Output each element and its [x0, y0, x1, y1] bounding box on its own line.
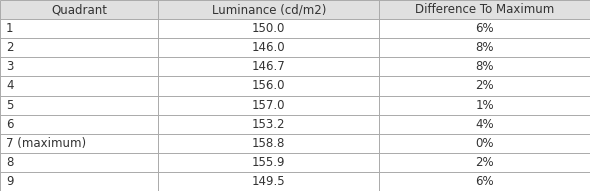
Bar	[158, 153, 379, 172]
Bar	[0, 134, 158, 153]
Text: 8: 8	[6, 156, 13, 169]
Bar	[379, 0, 590, 19]
Bar	[158, 172, 379, 191]
Text: 1%: 1%	[476, 99, 494, 112]
Bar	[0, 172, 158, 191]
Bar	[379, 153, 590, 172]
Bar	[0, 96, 158, 115]
Text: 1: 1	[6, 22, 14, 35]
Bar	[0, 76, 158, 96]
Bar	[0, 153, 158, 172]
Text: 155.9: 155.9	[252, 156, 286, 169]
Text: 158.8: 158.8	[252, 137, 286, 150]
Text: 8%: 8%	[476, 60, 494, 73]
Text: 2%: 2%	[476, 79, 494, 92]
Text: 8%: 8%	[476, 41, 494, 54]
Text: 0%: 0%	[476, 137, 494, 150]
Text: 2%: 2%	[476, 156, 494, 169]
Bar	[379, 134, 590, 153]
Bar	[158, 38, 379, 57]
Bar	[158, 134, 379, 153]
Bar	[0, 19, 158, 38]
Bar	[379, 76, 590, 96]
Bar	[158, 19, 379, 38]
Text: 6%: 6%	[476, 22, 494, 35]
Bar	[379, 57, 590, 76]
Bar	[158, 115, 379, 134]
Text: 9: 9	[6, 175, 14, 188]
Text: 3: 3	[6, 60, 13, 73]
Text: 153.2: 153.2	[252, 118, 286, 131]
Text: 4%: 4%	[476, 118, 494, 131]
Text: 6: 6	[6, 118, 14, 131]
Text: 5: 5	[6, 99, 13, 112]
Text: 156.0: 156.0	[252, 79, 286, 92]
Bar	[379, 172, 590, 191]
Text: 150.0: 150.0	[252, 22, 286, 35]
Bar	[379, 38, 590, 57]
Text: 146.7: 146.7	[252, 60, 286, 73]
Text: Difference To Maximum: Difference To Maximum	[415, 3, 555, 16]
Bar	[158, 57, 379, 76]
Bar	[379, 19, 590, 38]
Bar	[158, 76, 379, 96]
Bar	[0, 115, 158, 134]
Text: 7 (maximum): 7 (maximum)	[6, 137, 86, 150]
Bar	[0, 38, 158, 57]
Text: 146.0: 146.0	[252, 41, 286, 54]
Bar	[0, 57, 158, 76]
Bar	[158, 96, 379, 115]
Text: 157.0: 157.0	[252, 99, 286, 112]
Bar	[379, 96, 590, 115]
Text: Quadrant: Quadrant	[51, 3, 107, 16]
Text: 6%: 6%	[476, 175, 494, 188]
Bar	[379, 115, 590, 134]
Text: Luminance (cd/m2): Luminance (cd/m2)	[212, 3, 326, 16]
Bar	[0, 0, 158, 19]
Text: 149.5: 149.5	[252, 175, 286, 188]
Text: 4: 4	[6, 79, 14, 92]
Bar	[158, 0, 379, 19]
Text: 2: 2	[6, 41, 14, 54]
